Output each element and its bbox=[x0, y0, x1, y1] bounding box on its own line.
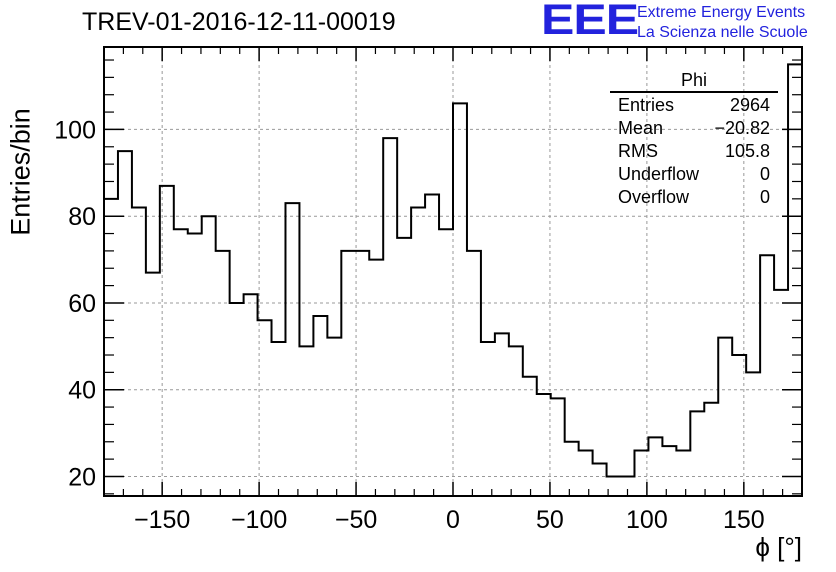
histogram-bin bbox=[718, 338, 732, 496]
histogram-bin bbox=[216, 251, 230, 496]
histogram-step-line bbox=[103, 63, 802, 496]
x-tick-label: −50 bbox=[335, 506, 377, 534]
y-axis-label-text: Entries/bin bbox=[5, 108, 36, 236]
plot-frame bbox=[103, 46, 803, 497]
x-tick-label: 0 bbox=[446, 506, 460, 534]
histogram-bin bbox=[579, 450, 593, 496]
stats-row-entries: Entries 2964 bbox=[610, 94, 778, 117]
eee-logo: EEE bbox=[541, 0, 639, 44]
histogram-bin bbox=[202, 216, 216, 496]
histogram-bin bbox=[355, 251, 369, 496]
histogram-bin bbox=[383, 138, 397, 496]
histogram-bin bbox=[746, 372, 760, 496]
histogram-bin bbox=[495, 333, 509, 496]
stats-value: 0 bbox=[759, 187, 770, 207]
stats-label: Overflow bbox=[618, 187, 690, 207]
stats-value: −20.82 bbox=[714, 118, 770, 138]
stats-value: 2964 bbox=[729, 95, 770, 115]
org-name-line2: La Scienza nelle Scuole bbox=[637, 24, 808, 41]
histogram-bin bbox=[272, 342, 286, 496]
histogram-bin bbox=[132, 208, 146, 496]
histogram-bin bbox=[704, 403, 718, 496]
histogram-bin bbox=[230, 303, 244, 496]
chart-title: TREV-01-2016-12-11-00019 bbox=[82, 8, 396, 36]
histogram-bin bbox=[760, 255, 774, 496]
histogram-bin bbox=[537, 394, 551, 496]
histogram-bin bbox=[565, 442, 579, 496]
y-tick-label: 20 bbox=[68, 463, 96, 491]
stats-label: RMS bbox=[618, 141, 658, 161]
x-tick-label: −100 bbox=[231, 506, 287, 534]
histogram-bin bbox=[690, 411, 704, 496]
histogram-bin bbox=[662, 446, 676, 496]
axis-ticks bbox=[104, 47, 802, 496]
x-tick-label: −150 bbox=[134, 506, 190, 534]
histogram-bin bbox=[425, 194, 439, 496]
y-tick-label: 60 bbox=[68, 290, 96, 318]
histogram-bin bbox=[118, 151, 132, 496]
histogram-bin bbox=[453, 103, 467, 496]
histogram-bin bbox=[621, 476, 635, 496]
histogram-bin bbox=[467, 251, 481, 496]
histogram-bin bbox=[327, 338, 341, 496]
stats-label: Underflow bbox=[618, 164, 700, 184]
stats-label: Entries bbox=[618, 95, 675, 115]
stats-box: Phi Entries 2964 Mean −20.82 RMS 105.8 Unde… bbox=[610, 70, 778, 209]
histogram-bin bbox=[313, 316, 327, 496]
stats-row-mean: Mean −20.82 bbox=[610, 117, 778, 140]
stats-value: 0 bbox=[759, 164, 770, 184]
histogram-bin bbox=[481, 342, 495, 496]
histogram-bin bbox=[258, 320, 272, 496]
histogram-bin bbox=[774, 290, 788, 496]
histogram-bin bbox=[174, 229, 188, 496]
histogram-bin bbox=[369, 260, 383, 496]
histogram-bin bbox=[188, 234, 202, 496]
histogram-bin bbox=[299, 346, 313, 496]
histogram-bin bbox=[788, 64, 802, 496]
histogram-bin bbox=[648, 437, 662, 496]
y-axis-label: Entries/bin bbox=[6, 108, 36, 236]
histogram-bin bbox=[244, 294, 258, 496]
histogram-bin bbox=[397, 238, 411, 496]
histogram-bin bbox=[523, 377, 537, 496]
x-tick-label: 50 bbox=[536, 506, 564, 534]
histogram-bin bbox=[634, 450, 648, 496]
stats-row-rms: RMS 105.8 bbox=[610, 140, 778, 163]
histogram-bin bbox=[104, 199, 118, 496]
org-name-line1: Extreme Energy Events bbox=[637, 4, 806, 21]
stats-title: Phi bbox=[610, 70, 778, 93]
x-axis-label: ϕ [°] bbox=[755, 532, 802, 562]
histogram-bin bbox=[607, 476, 621, 496]
stats-row-overflow: Overflow 0 bbox=[610, 186, 778, 209]
stats-value: 105.8 bbox=[724, 141, 770, 161]
histogram-bin bbox=[593, 463, 607, 496]
histogram-bin bbox=[411, 208, 425, 496]
histogram-bin bbox=[341, 251, 355, 496]
histogram-bin bbox=[160, 186, 174, 496]
tick-labels: −150 −100 −50 0 50 100 150 20 40 60 80 100 bbox=[54, 116, 764, 534]
histogram-bin bbox=[732, 355, 746, 496]
histogram-bin bbox=[676, 450, 690, 496]
histogram-bin bbox=[509, 346, 523, 496]
histogram-bin bbox=[551, 398, 565, 496]
x-tick-label: 100 bbox=[626, 506, 668, 534]
histogram-bin bbox=[146, 273, 160, 496]
stats-row-underflow: Underflow 0 bbox=[610, 163, 778, 186]
y-tick-label: 40 bbox=[68, 377, 96, 405]
histogram-bin bbox=[439, 229, 453, 496]
histogram-bin bbox=[285, 203, 299, 496]
y-tick-label: 80 bbox=[68, 203, 96, 231]
y-tick-label: 100 bbox=[54, 116, 96, 144]
x-tick-label: 150 bbox=[723, 506, 765, 534]
stats-label: Mean bbox=[618, 118, 664, 138]
